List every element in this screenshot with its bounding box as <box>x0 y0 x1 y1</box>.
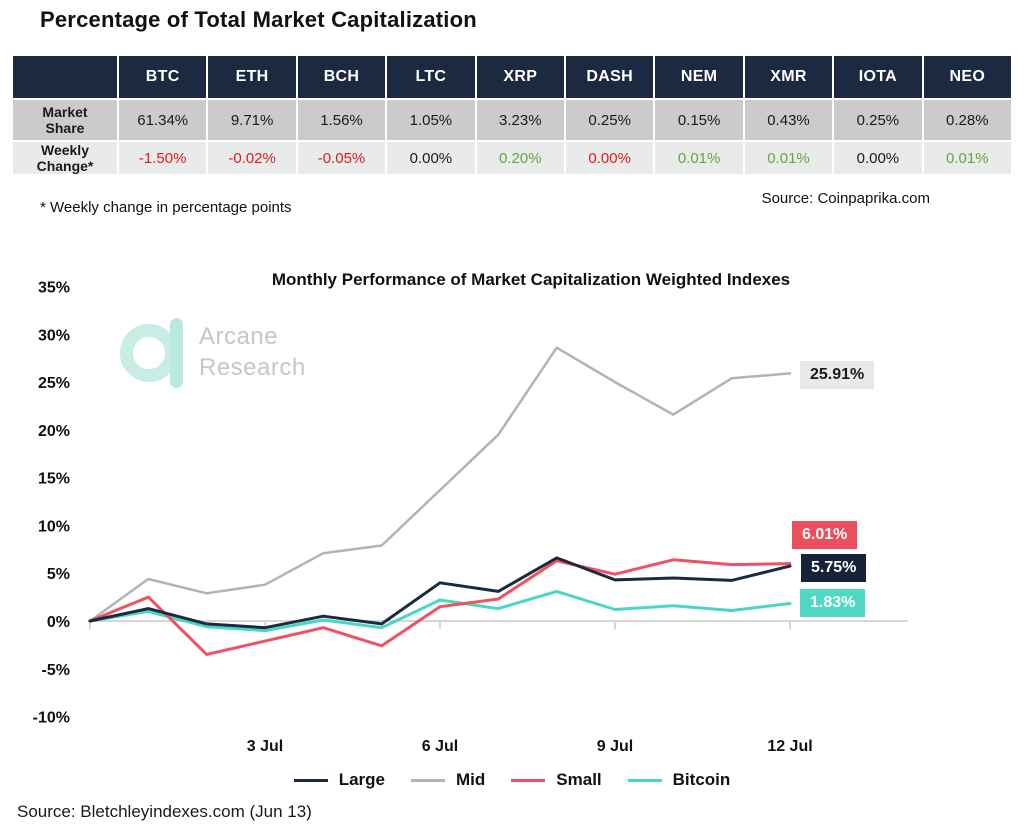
arcane-logo-bar-icon <box>170 318 183 388</box>
x-axis-tick-label: 12 Jul <box>767 738 812 755</box>
y-axis-tick-label: 15% <box>38 471 70 488</box>
table-header-cell: NEM <box>655 56 743 98</box>
table-header-cell: NEO <box>923 56 1011 98</box>
mid-end-label: 25.91% <box>800 361 875 389</box>
coinpaprika-source: Source: Coinpaprika.com <box>761 190 930 207</box>
table-header-cell: LTC <box>387 56 475 98</box>
legend-label-small: Small <box>556 770 602 789</box>
y-axis-tick-label: 35% <box>38 280 70 297</box>
mid-series-line <box>88 346 792 623</box>
chart-legend: Large Mid Small Bitcoin <box>0 770 1024 790</box>
table-cell: 0.15% <box>655 100 743 140</box>
table-cell: 3.23% <box>476 100 564 140</box>
watermark-line2: Research <box>199 354 306 381</box>
table-cell: 0.00% <box>834 142 922 174</box>
watermark-text: Arcane Research <box>199 321 306 383</box>
x-axis-tick-label: 9 Jul <box>597 738 633 755</box>
legend-label-mid: Mid <box>456 770 486 789</box>
bitcoin-end-label: 1.83% <box>800 589 866 617</box>
market-share-table: BTC ETH BCH LTC XRP DASH NEM XMR IOTA NEO Market S… <box>13 56 1011 174</box>
chart-title: Monthly Performance of Market Capitaliza… <box>271 270 791 289</box>
table-cell: 0.01% <box>744 142 833 174</box>
table-cell: 0.00% <box>566 142 654 174</box>
table-cell: 0.20% <box>476 142 564 174</box>
legend-item-small: Small <box>511 770 602 790</box>
table-header-cell: ETH <box>208 56 296 98</box>
y-axis-tick-label: 20% <box>38 423 70 440</box>
table-cell: 0.25% <box>566 100 654 140</box>
page-title: Percentage of Total Market Capitalizatio… <box>40 7 477 32</box>
small-series-line <box>88 558 792 656</box>
table-cell: -1.50% <box>119 142 207 174</box>
mid-line-swatch-icon <box>411 778 446 782</box>
table-cell: 0.01% <box>655 142 743 174</box>
bletchley-source: Source: Bletchleyindexes.com (Jun 13) <box>17 802 312 821</box>
y-axis-tick-label: 5% <box>47 566 70 583</box>
watermark: Arcane Research <box>120 318 306 388</box>
table-header-cell: IOTA <box>834 56 922 98</box>
table-cell: 9.71% <box>208 100 296 140</box>
legend-label-bitcoin: Bitcoin <box>672 770 731 789</box>
bitcoin-line-swatch-icon <box>627 778 662 782</box>
large-end-label: 5.75% <box>801 554 867 582</box>
table-cell: 1.05% <box>387 100 475 140</box>
table-cell: 0.01% <box>923 142 1011 174</box>
large-series-line <box>88 556 792 630</box>
table-row-label: Market Share <box>13 100 117 140</box>
table-header-cell: DASH <box>566 56 654 98</box>
table-cell: 0.43% <box>744 100 833 140</box>
y-axis-tick-label: 0% <box>47 614 70 631</box>
x-axis-tick-label: 6 Jul <box>422 738 458 755</box>
table-cell: -0.05% <box>297 142 386 174</box>
weekly-change-footnote: * Weekly change in percentage points <box>40 199 292 216</box>
large-line-swatch-icon <box>293 778 328 782</box>
y-axis-tick-label: 25% <box>38 375 70 392</box>
table-header-cell: XMR <box>744 56 833 98</box>
table-cell: 61.34% <box>119 100 207 140</box>
table-row-label: Weekly Change* <box>13 142 117 174</box>
legend-item-mid: Mid <box>411 770 485 790</box>
table-cell: 0.25% <box>834 100 922 140</box>
table-cell: -0.02% <box>208 142 296 174</box>
legend-label-large: Large <box>338 770 386 789</box>
table-header-cell: BCH <box>297 56 386 98</box>
small-end-label: 6.01% <box>792 521 858 549</box>
table-cell: 0.00% <box>387 142 475 174</box>
table-cell: 0.28% <box>923 100 1011 140</box>
table-cell: 1.56% <box>297 100 386 140</box>
watermark-line1: Arcane <box>199 323 279 350</box>
table-header-cell: BTC <box>119 56 207 98</box>
legend-item-bitcoin: Bitcoin <box>627 770 731 790</box>
x-axis-tick-label: 3 Jul <box>247 738 283 755</box>
table-corner-cell <box>13 56 117 98</box>
y-axis-tick-label: -10% <box>33 710 70 727</box>
legend-item-large: Large <box>293 770 386 790</box>
bitcoin-series-line <box>88 589 792 633</box>
y-axis-tick-label: 10% <box>38 518 70 535</box>
table-header-cell: XRP <box>476 56 564 98</box>
y-axis-tick-label: 30% <box>38 327 70 344</box>
small-line-swatch-icon <box>511 778 546 782</box>
y-axis-tick-label: -5% <box>42 662 70 679</box>
